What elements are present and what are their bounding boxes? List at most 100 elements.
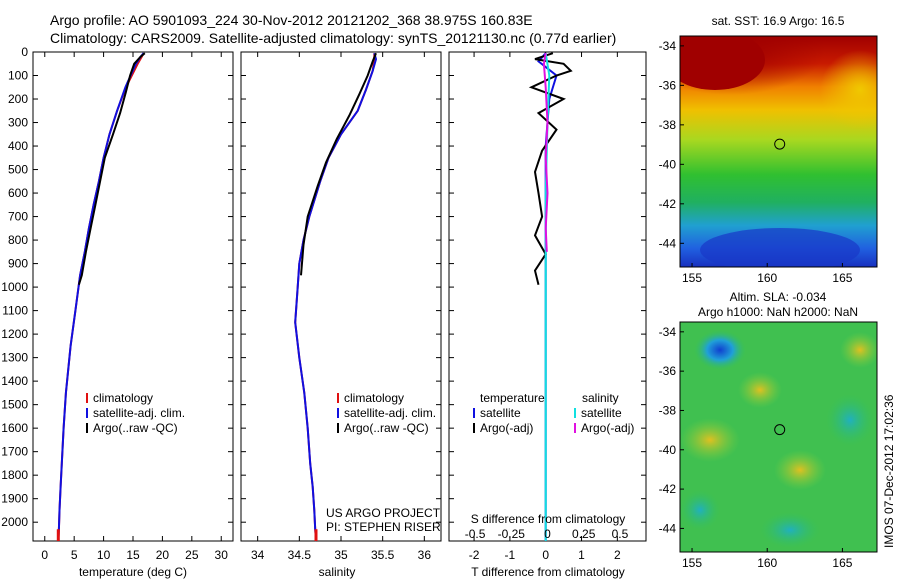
series-line bbox=[77, 52, 146, 285]
salinity-plot-frame bbox=[240, 51, 442, 542]
map-x-tick-label: 155 bbox=[682, 271, 702, 285]
map-y-tick-label: -36 bbox=[659, 78, 677, 92]
difference-legend: temperature salinity satellite Argo(-adj… bbox=[473, 391, 634, 435]
y-tick-label: 1100 bbox=[2, 304, 28, 318]
y-tick-label: 100 bbox=[8, 69, 28, 83]
x-tick-label: 5 bbox=[71, 548, 78, 562]
y-tick-label: 1300 bbox=[1, 351, 28, 365]
legend-label-climatology: climatology bbox=[344, 391, 404, 405]
y-tick-label: 0 bbox=[21, 45, 28, 59]
top-tick-label: 0.25 bbox=[572, 527, 596, 541]
sst-map-frame bbox=[679, 35, 878, 268]
header-line-1: Argo profile: AO 5901093_224 30-Nov-2012… bbox=[50, 12, 533, 28]
y-tick-label: 2000 bbox=[1, 515, 28, 529]
legend-label-satellite: satellite-adj. clim. bbox=[344, 406, 436, 420]
project-annotation: US ARGO PROJECT bbox=[326, 506, 441, 520]
series-line bbox=[300, 52, 377, 276]
y-tick-label: 1000 bbox=[1, 280, 28, 294]
top-tick-label: -0.5 bbox=[465, 527, 486, 541]
header-line-2: Climatology: CARS2009. Satellite-adjuste… bbox=[50, 30, 616, 46]
x-tick-label: 1 bbox=[578, 548, 585, 562]
series-line bbox=[294, 53, 376, 542]
temperature-panel: 0100200300400500600700800900100011001200… bbox=[1, 45, 234, 579]
x-tick-label: 34.5 bbox=[288, 548, 312, 562]
y-tick-label: 1700 bbox=[1, 445, 28, 459]
difference-x-axis: -2 -1 0 1 2 bbox=[449, 51, 646, 562]
series-line bbox=[57, 52, 145, 542]
salinity-legend: climatology satellite-adj. clim. Argo(..… bbox=[337, 391, 436, 435]
difference-xlabel: T difference from climatology bbox=[471, 565, 625, 579]
difference-plot-frame bbox=[448, 51, 647, 542]
x-tick-label: 20 bbox=[156, 548, 170, 562]
x-tick-label: 15 bbox=[126, 548, 140, 562]
map-x-tick-label: 165 bbox=[832, 556, 852, 570]
map-y-tick-label: -42 bbox=[659, 482, 677, 496]
y-tick-label: 900 bbox=[8, 257, 28, 271]
sst-map-title: sat. SST: 16.9 Argo: 16.5 bbox=[712, 14, 845, 28]
salinity-panel: 34 34.5 35 35.5 36 salinity climatology sate… bbox=[240, 51, 442, 579]
x-tick-label: 25 bbox=[185, 548, 199, 562]
map-y-tick-label: -36 bbox=[659, 364, 677, 378]
legend-label-t-satellite: satellite bbox=[480, 406, 521, 420]
map-x-tick-label: 165 bbox=[832, 271, 852, 285]
x-tick-label: 30 bbox=[215, 548, 229, 562]
temperature-legend: climatology satellite-adj. clim. Argo(..… bbox=[86, 391, 185, 435]
y-tick-label: 500 bbox=[8, 163, 28, 177]
x-tick-label: 36 bbox=[418, 548, 432, 562]
argo-position-marker bbox=[774, 138, 786, 150]
y-tick-label: 1600 bbox=[1, 421, 28, 435]
sla-map-frame bbox=[679, 321, 878, 553]
map-x-tick-label: 155 bbox=[682, 556, 702, 570]
x-tick-label: 34 bbox=[251, 548, 265, 562]
legend-label-satellite: satellite-adj. clim. bbox=[93, 406, 185, 420]
legend-label-t-argo: Argo(-adj) bbox=[480, 421, 533, 435]
salinity-x-axis: 34 34.5 35 35.5 36 bbox=[241, 51, 441, 562]
sla-map-axes: 155 160 165 -34 -36 -38 -40 -42 -44 bbox=[659, 325, 853, 570]
temperature-x-axis: 0 5 10 15 20 25 30 bbox=[33, 51, 233, 562]
sst-field bbox=[680, 36, 877, 267]
argo-position-marker bbox=[774, 424, 786, 436]
y-tick-label: 400 bbox=[8, 139, 28, 153]
difference-profile-lines bbox=[528, 52, 573, 541]
difference-top-tick-labels: -0.5 -0.25 0 0.25 0.5 bbox=[465, 527, 629, 541]
top-tick-label: 0.5 bbox=[612, 527, 629, 541]
legend-label-s-argo: Argo(-adj) bbox=[581, 421, 634, 435]
legend-title-temperature: temperature bbox=[480, 391, 545, 405]
depth-axis: 0 100 200 300 400 500 600 700 800 900 1000 1100 1200… bbox=[1, 45, 28, 529]
y-tick-label: 1800 bbox=[1, 468, 28, 482]
x-tick-label: -1 bbox=[505, 548, 516, 562]
map-y-tick-label: -44 bbox=[659, 236, 677, 250]
temperature-profile-lines bbox=[56, 52, 146, 542]
legend-label-argo: Argo(..raw -QC) bbox=[93, 421, 178, 435]
y-tick-label: 300 bbox=[8, 116, 28, 130]
y-tick-label: 1500 bbox=[1, 398, 28, 412]
difference-panel: -2 -1 0 1 2 T difference from climatology S … bbox=[448, 51, 647, 579]
y-tick-label: 1200 bbox=[1, 327, 28, 341]
top-tick-label: 0 bbox=[544, 527, 551, 541]
x-tick-label: 0 bbox=[41, 548, 48, 562]
y-tick-label: 1900 bbox=[1, 492, 28, 506]
y-tick-label: 1400 bbox=[1, 374, 28, 388]
y-tick-label: 700 bbox=[8, 210, 28, 224]
map-y-tick-label: -38 bbox=[659, 403, 677, 417]
legend-title-salinity: salinity bbox=[582, 391, 619, 405]
difference-top-xlabel: S difference from climatology bbox=[471, 512, 626, 526]
imos-timestamp: IMOS 07-Dec-2012 17:02:36 bbox=[882, 394, 896, 548]
map-y-tick-label: -42 bbox=[659, 197, 677, 211]
x-tick-label: 35.5 bbox=[371, 548, 395, 562]
map-y-tick-label: -44 bbox=[659, 521, 677, 535]
sla-map: Altim. SLA: -0.034 Argo h1000: NaN h2000… bbox=[659, 290, 878, 570]
x-tick-label: 2 bbox=[614, 548, 621, 562]
x-tick-label: 0 bbox=[542, 548, 549, 562]
series-line bbox=[57, 52, 145, 542]
salinity-xlabel: salinity bbox=[319, 565, 356, 579]
top-tick-label: -0.25 bbox=[498, 527, 526, 541]
series-line bbox=[294, 52, 378, 542]
y-tick-label: 200 bbox=[8, 92, 28, 106]
map-x-tick-label: 160 bbox=[757, 556, 777, 570]
map-y-tick-label: -34 bbox=[659, 325, 677, 339]
series-line bbox=[544, 53, 551, 541]
temperature-plot-frame bbox=[32, 51, 234, 542]
legend-label-climatology: climatology bbox=[93, 391, 153, 405]
